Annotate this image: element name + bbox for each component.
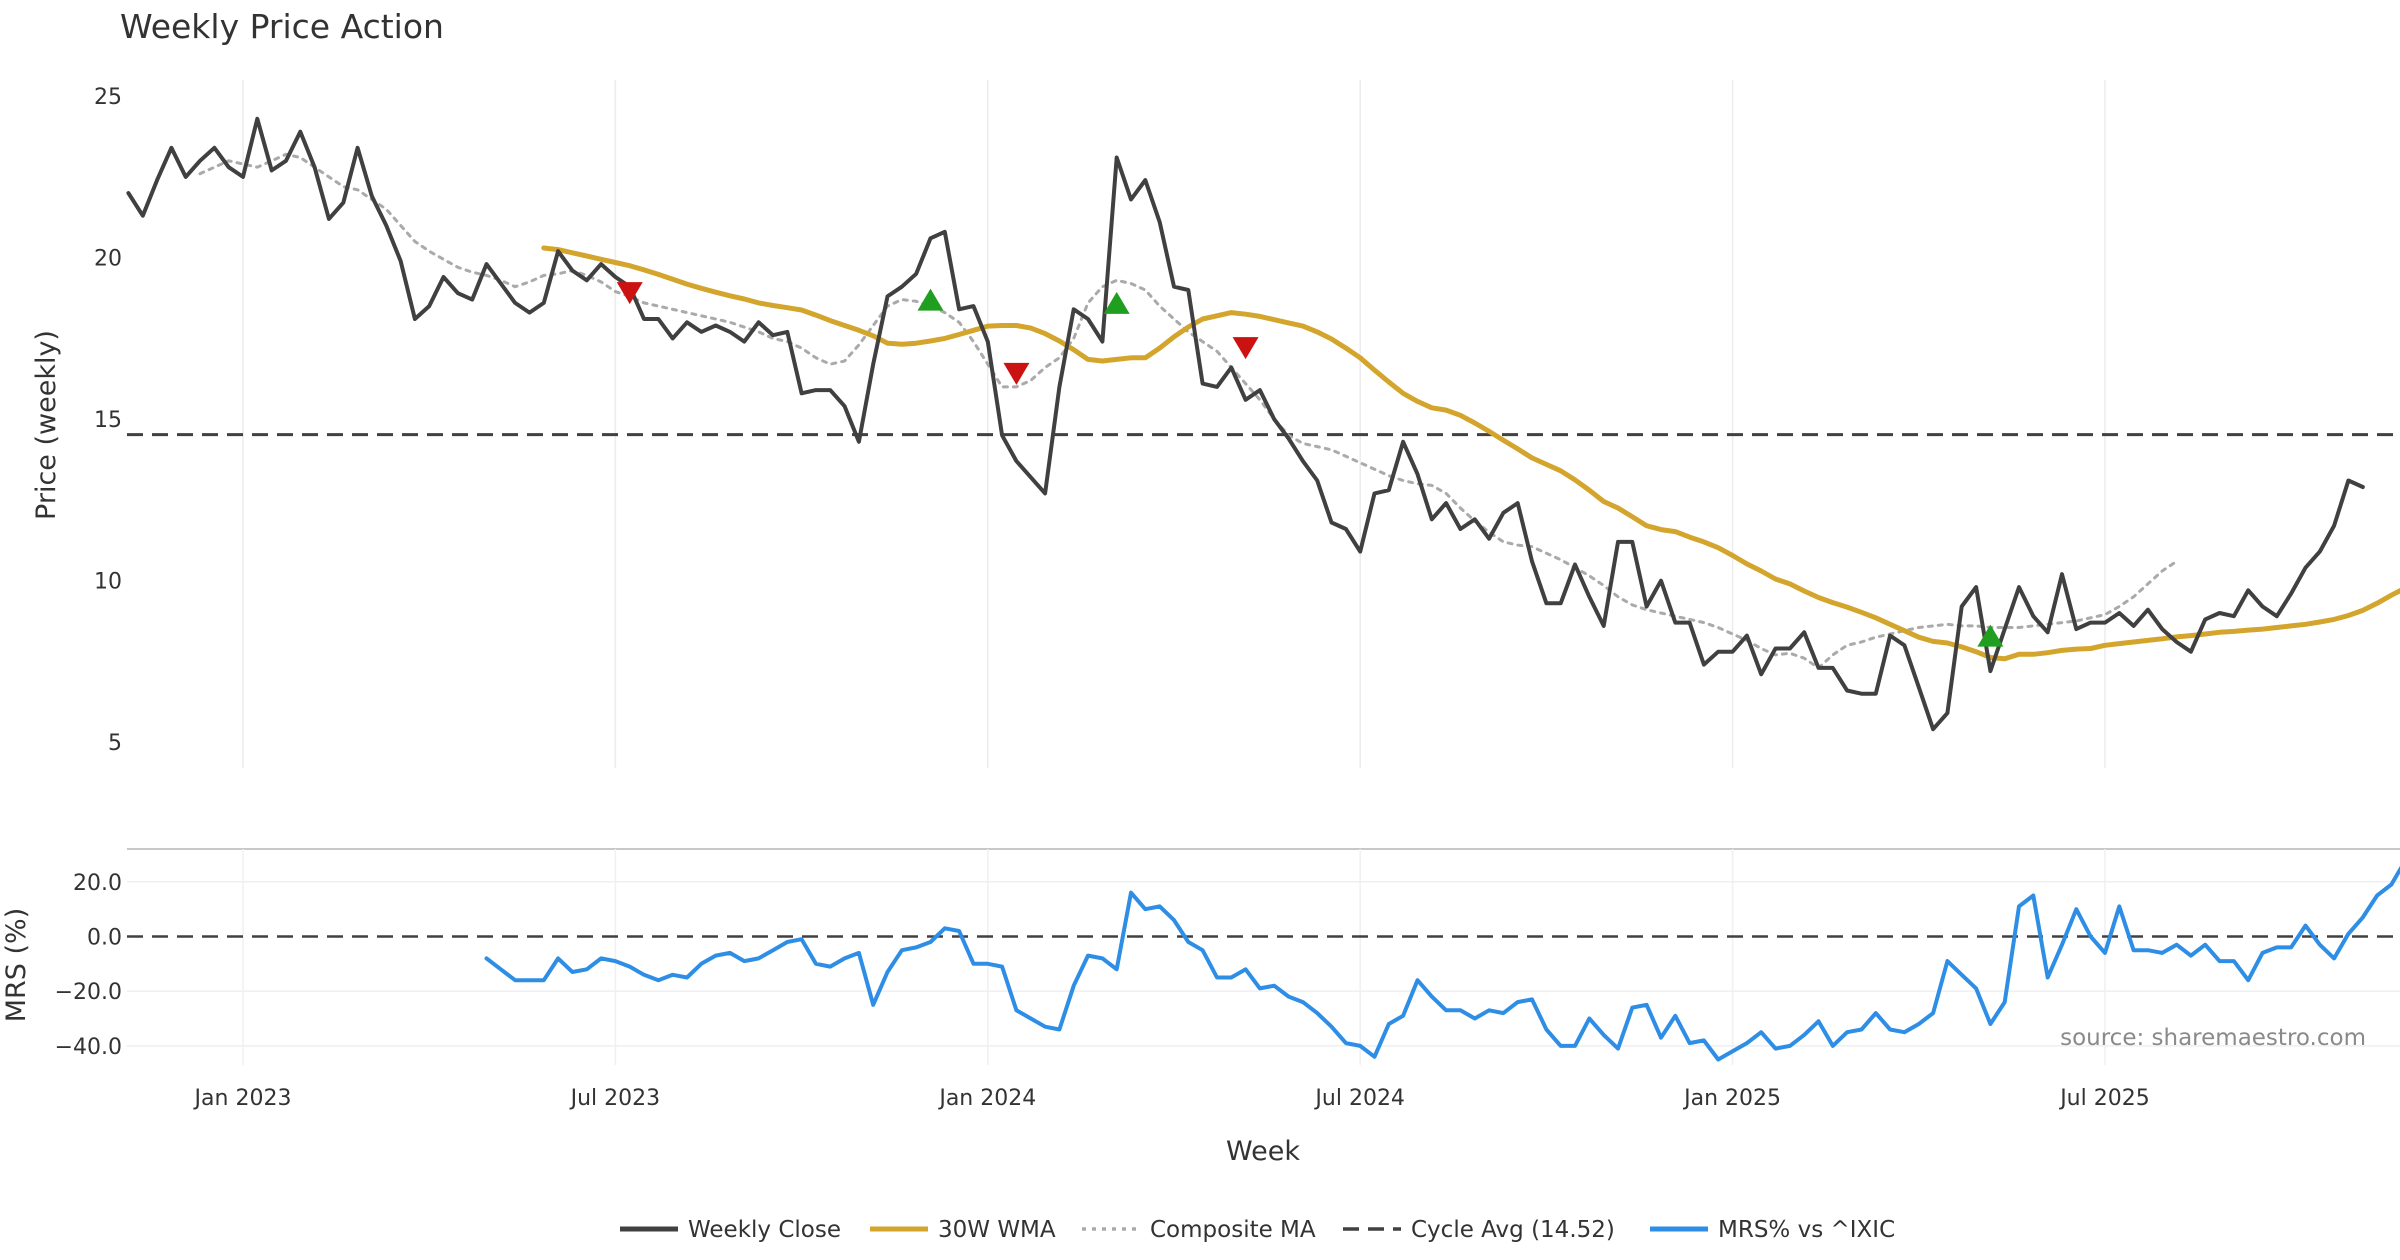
price-y-tick-label: 15 (94, 408, 122, 433)
x-tick-label: Jan 2023 (193, 1086, 292, 1111)
legend-label: Composite MA (1150, 1217, 1316, 1243)
price-y-tick-label: 10 (94, 570, 122, 595)
mrs-y-tick-label: −40.0 (55, 1035, 122, 1060)
chart-title: Weekly Price Action (120, 7, 444, 46)
mrs-gridlines (127, 849, 2400, 1065)
mrs-series (484, 865, 2400, 1062)
x-axis-ticks: Jan 2023 Jul 2023 Jan 2024 Jul 2024 Jan 2025… (193, 1086, 2150, 1111)
mrs-y-axis-label: MRS (%) (1, 908, 32, 1023)
price-gridlines (242, 80, 2106, 768)
sell-signal-marker (1003, 362, 1030, 385)
mrs-y-tick-label: −20.0 (55, 980, 122, 1005)
x-tick-label: Jan 2024 (937, 1086, 1036, 1111)
series-weekly-close (126, 116, 2365, 732)
buy-signal-marker (917, 288, 944, 311)
signal-markers (616, 282, 2004, 647)
x-tick-label: Jul 2024 (1313, 1086, 1405, 1111)
x-tick-label: Jul 2025 (2058, 1086, 2150, 1111)
series-mrs-vs-ixic (484, 865, 2400, 1062)
price-y-tick-label: 20 (94, 247, 122, 272)
x-tick-label: Jan 2025 (1682, 1086, 1781, 1111)
price-y-axis-label: Price (weekly) (31, 330, 62, 520)
series-30w-wma (541, 245, 2400, 662)
legend-label: Weekly Close (688, 1217, 841, 1243)
mrs-y-tick-label: 0.0 (87, 925, 122, 950)
buy-signal-marker (1103, 291, 1130, 314)
sell-signal-marker (1232, 337, 1259, 360)
x-axis-label: Week (1226, 1136, 1300, 1167)
source-annotation: source: sharemaestro.com (2060, 1025, 2366, 1051)
sell-signal-marker (616, 282, 643, 305)
legend: Weekly Close 30W WMA Composite MA Cycle Avg… (620, 1217, 1895, 1243)
price-y-tick-label: 5 (108, 731, 122, 756)
legend-label: MRS% vs ^IXIC (1718, 1217, 1895, 1243)
buy-signal-marker (1977, 624, 2004, 647)
mrs-y-tick-label: 20.0 (73, 871, 122, 896)
price-y-tick-label: 25 (94, 85, 122, 110)
legend-label: Cycle Avg (14.52) (1411, 1217, 1615, 1243)
mrs-y-ticks: 20.0 0.0 −20.0 −40.0 (55, 871, 122, 1060)
price-y-ticks: 5 10 15 20 25 (94, 85, 122, 756)
x-tick-label: Jul 2023 (569, 1086, 661, 1111)
legend-label: 30W WMA (938, 1217, 1056, 1243)
price-series (126, 116, 2400, 732)
